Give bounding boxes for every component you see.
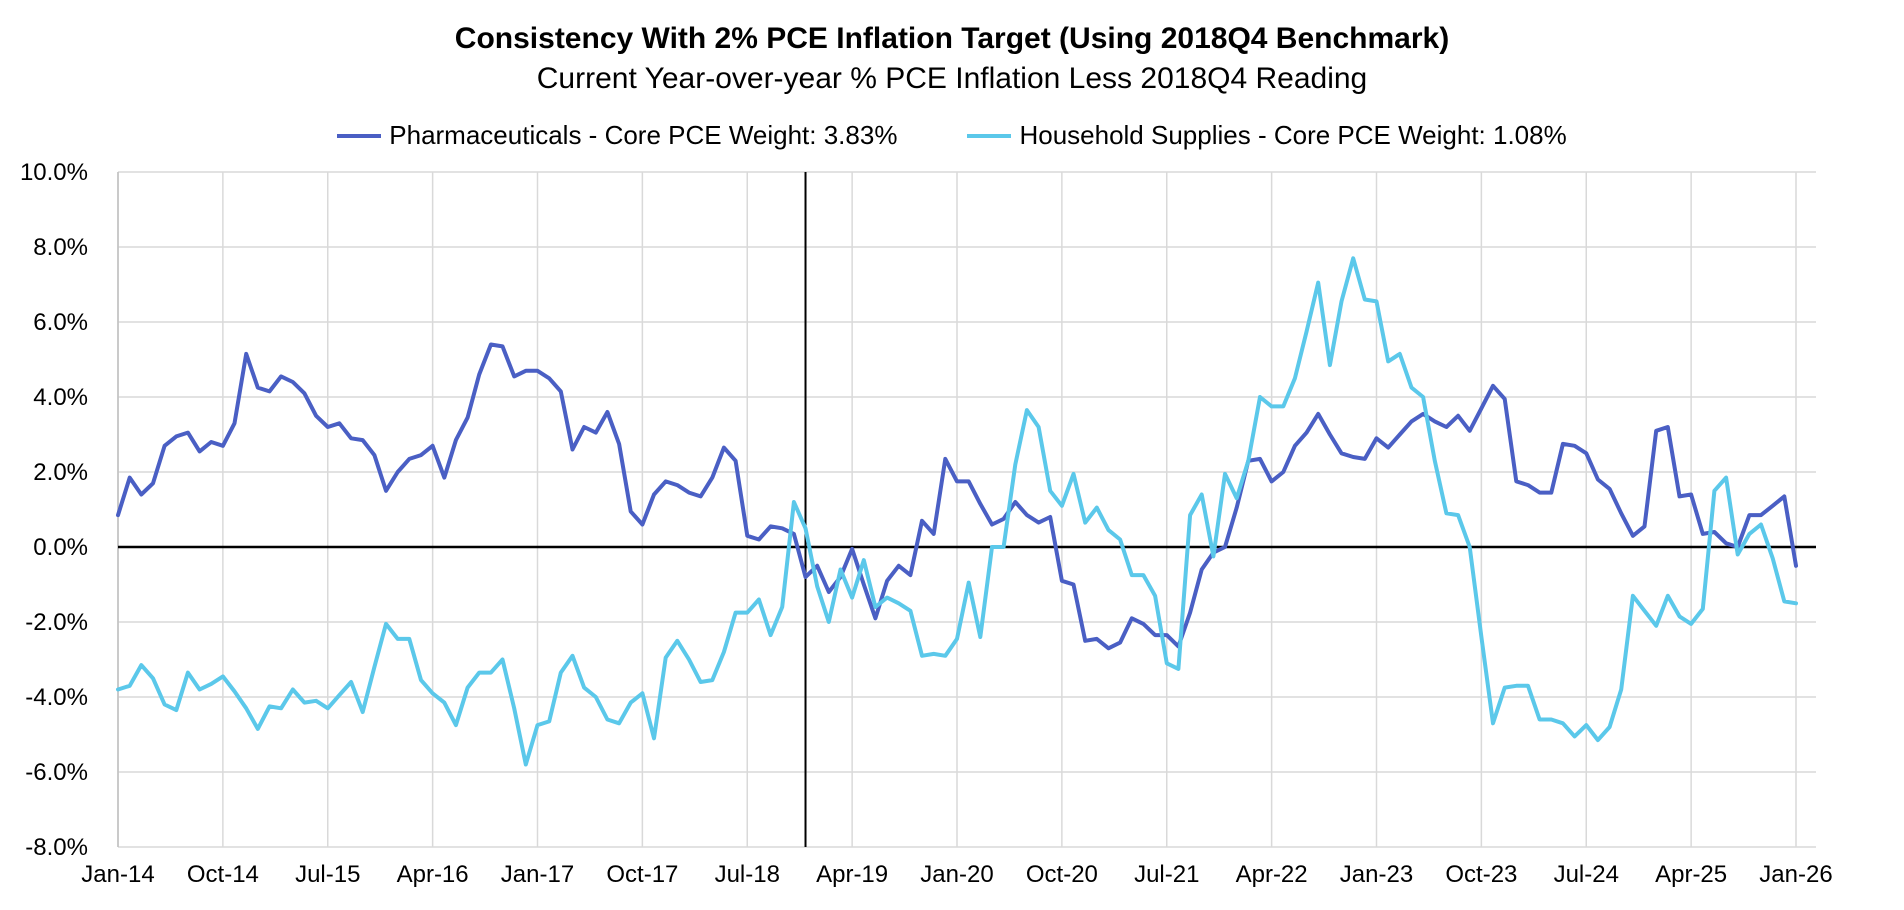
y-tick-label: -8.0% — [25, 834, 88, 861]
x-tick-label: Apr-22 — [1236, 861, 1308, 888]
x-tick-label: Oct-23 — [1445, 861, 1517, 888]
x-tick-label: Jul-15 — [295, 861, 360, 888]
x-tick-label: Apr-19 — [816, 861, 888, 888]
series-line-household-supplies — [116, 256, 1798, 767]
x-tick-label: Jul-18 — [715, 861, 780, 888]
chart-title: Consistency With 2% PCE Inflation Target… — [454, 22, 1450, 55]
x-tick-label: Jan-14 — [81, 861, 154, 888]
chart-subtitle: Current Year-over-year % PCE Inflation L… — [536, 62, 1368, 95]
y-tick-label: 6.0% — [33, 309, 88, 336]
legend-item-household-supplies: Household Supplies - Core PCE Weight: 1.… — [967, 120, 1567, 151]
x-tick-label: Jan-17 — [501, 861, 574, 888]
x-tick-label: Jan-23 — [1340, 861, 1413, 888]
y-tick-label: 2.0% — [33, 459, 88, 486]
legend-item-pharmaceuticals: Pharmaceuticals - Core PCE Weight: 3.83% — [337, 120, 897, 151]
legend-label-household-supplies: Household Supplies - Core PCE Weight: 1.… — [1019, 120, 1567, 150]
y-tick-label: -6.0% — [25, 759, 88, 786]
legend-swatch-household-supplies — [967, 133, 1012, 138]
y-tick-label: -4.0% — [25, 684, 88, 711]
x-tick-label: Jan-20 — [920, 861, 993, 888]
x-tick-label: Apr-16 — [397, 861, 469, 888]
x-tick-label: Jul-21 — [1134, 861, 1199, 888]
x-tick-label: Oct-17 — [606, 861, 678, 888]
x-tick-label: Jul-24 — [1554, 861, 1619, 888]
x-tick-label: Oct-14 — [187, 861, 259, 888]
x-tick-label: Oct-20 — [1026, 861, 1098, 888]
series-line-pharmaceuticals — [116, 342, 1798, 651]
x-tick-label: Jan-26 — [1759, 861, 1832, 888]
y-tick-label: 0.0% — [33, 534, 88, 561]
legend: Pharmaceuticals - Core PCE Weight: 3.83%… — [0, 120, 1904, 151]
y-tick-label: 10.0% — [20, 159, 88, 186]
y-tick-label: 8.0% — [33, 234, 88, 261]
x-tick-label: Apr-25 — [1655, 861, 1727, 888]
y-tick-label: -2.0% — [25, 609, 88, 636]
legend-swatch-pharmaceuticals — [337, 133, 382, 138]
y-tick-label: 4.0% — [33, 384, 88, 411]
legend-label-pharmaceuticals: Pharmaceuticals - Core PCE Weight: 3.83% — [389, 120, 898, 150]
